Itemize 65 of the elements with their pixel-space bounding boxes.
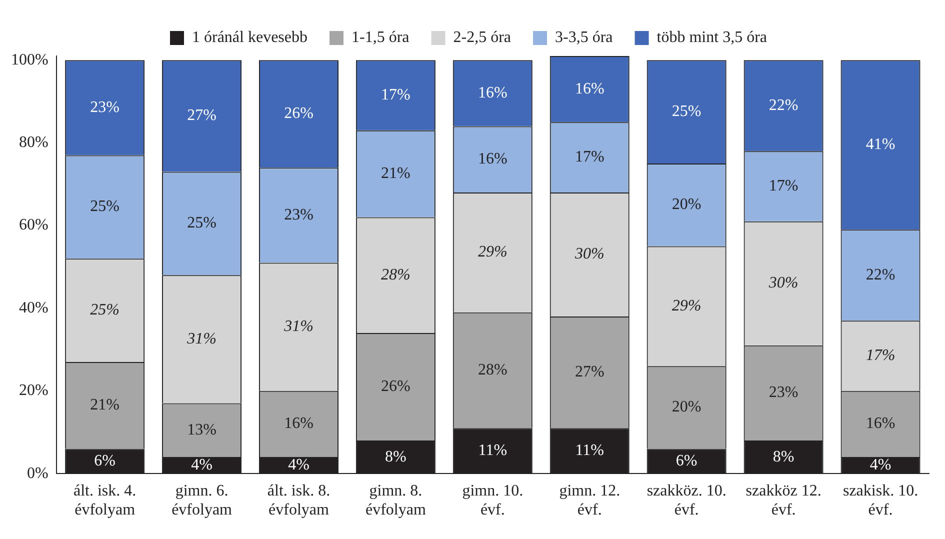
- y-tick-label: 100%: [11, 51, 48, 68]
- data-label: 25%: [672, 103, 702, 120]
- data-label: 20%: [672, 398, 702, 416]
- legend-label: 3-3,5 óra: [555, 29, 613, 46]
- x-tick-label: gimn. 10. évf.: [462, 482, 524, 519]
- data-label: 6%: [94, 452, 116, 470]
- data-label: 41%: [866, 136, 896, 154]
- data-label: 31%: [186, 330, 216, 348]
- x-tick-label: gimn. 8. évfolyam: [365, 482, 426, 519]
- data-label: 8%: [772, 448, 794, 466]
- data-label: 17%: [574, 148, 604, 166]
- data-label: 27%: [187, 107, 216, 124]
- data-label: 25%: [90, 301, 120, 318]
- data-label: 27%: [574, 364, 604, 381]
- data-label: 26%: [284, 105, 314, 122]
- y-tick-label: 60%: [19, 216, 48, 234]
- data-label: 17%: [381, 86, 410, 104]
- legend-label: több mint 3,5 óra: [656, 29, 768, 46]
- data-label: 23%: [90, 98, 120, 116]
- data-label: 4%: [288, 456, 310, 474]
- x-tick-label: ált. isk. 8. évfolyam: [267, 482, 330, 519]
- data-label: 11%: [575, 442, 604, 460]
- data-label: 16%: [478, 84, 508, 102]
- data-label: 16%: [866, 415, 896, 432]
- data-label: 21%: [90, 396, 120, 414]
- data-label: 22%: [866, 266, 896, 284]
- x-tick-label: gimn. 12. évf.: [559, 482, 620, 519]
- legend-label: 1-1,5 óra: [352, 29, 410, 46]
- y-tick-label: 20%: [19, 382, 48, 400]
- y-tick-label: 80%: [19, 134, 48, 152]
- legend-label: 2-2,5 óra: [453, 29, 512, 46]
- data-label: 21%: [381, 165, 410, 182]
- data-label: 11%: [478, 442, 508, 460]
- data-label: 29%: [478, 244, 508, 261]
- data-label: 13%: [187, 421, 216, 438]
- data-label: 16%: [478, 150, 508, 168]
- data-label: 17%: [866, 346, 896, 364]
- data-label: 26%: [381, 378, 410, 395]
- data-label: 31%: [283, 318, 314, 336]
- data-label: 25%: [90, 198, 120, 216]
- data-label: 16%: [284, 415, 314, 432]
- x-tick-label: gimn. 6. évfolyam: [172, 482, 233, 519]
- x-tick-label: szakköz 12. évf.: [746, 482, 822, 519]
- x-tick-label: szakisk. 10. évf.: [842, 482, 918, 519]
- data-label: 4%: [870, 456, 892, 474]
- data-label: 22%: [768, 96, 798, 114]
- y-tick-label: 40%: [19, 299, 48, 316]
- data-label: 20%: [672, 196, 702, 214]
- x-tick-label: szakköz. 10. évf.: [646, 482, 726, 519]
- data-label: 8%: [385, 448, 406, 466]
- data-label: 30%: [574, 246, 604, 263]
- data-label: 16%: [574, 80, 604, 98]
- data-label: 30%: [768, 274, 798, 292]
- data-label: 23%: [768, 384, 798, 402]
- data-label: 4%: [191, 456, 212, 474]
- data-label: 28%: [381, 266, 410, 284]
- data-label: 25%: [187, 214, 216, 232]
- legend-label: 1 óránál kevesebb: [192, 29, 308, 46]
- x-tick-label: ált. isk. 4. évfolyam: [73, 482, 136, 519]
- y-tick-label: 0%: [27, 464, 48, 482]
- data-label: 29%: [672, 297, 702, 314]
- data-label: 28%: [478, 361, 508, 378]
- data-label: 23%: [284, 206, 314, 224]
- data-label: 17%: [768, 177, 798, 194]
- data-label: 6%: [676, 452, 698, 470]
